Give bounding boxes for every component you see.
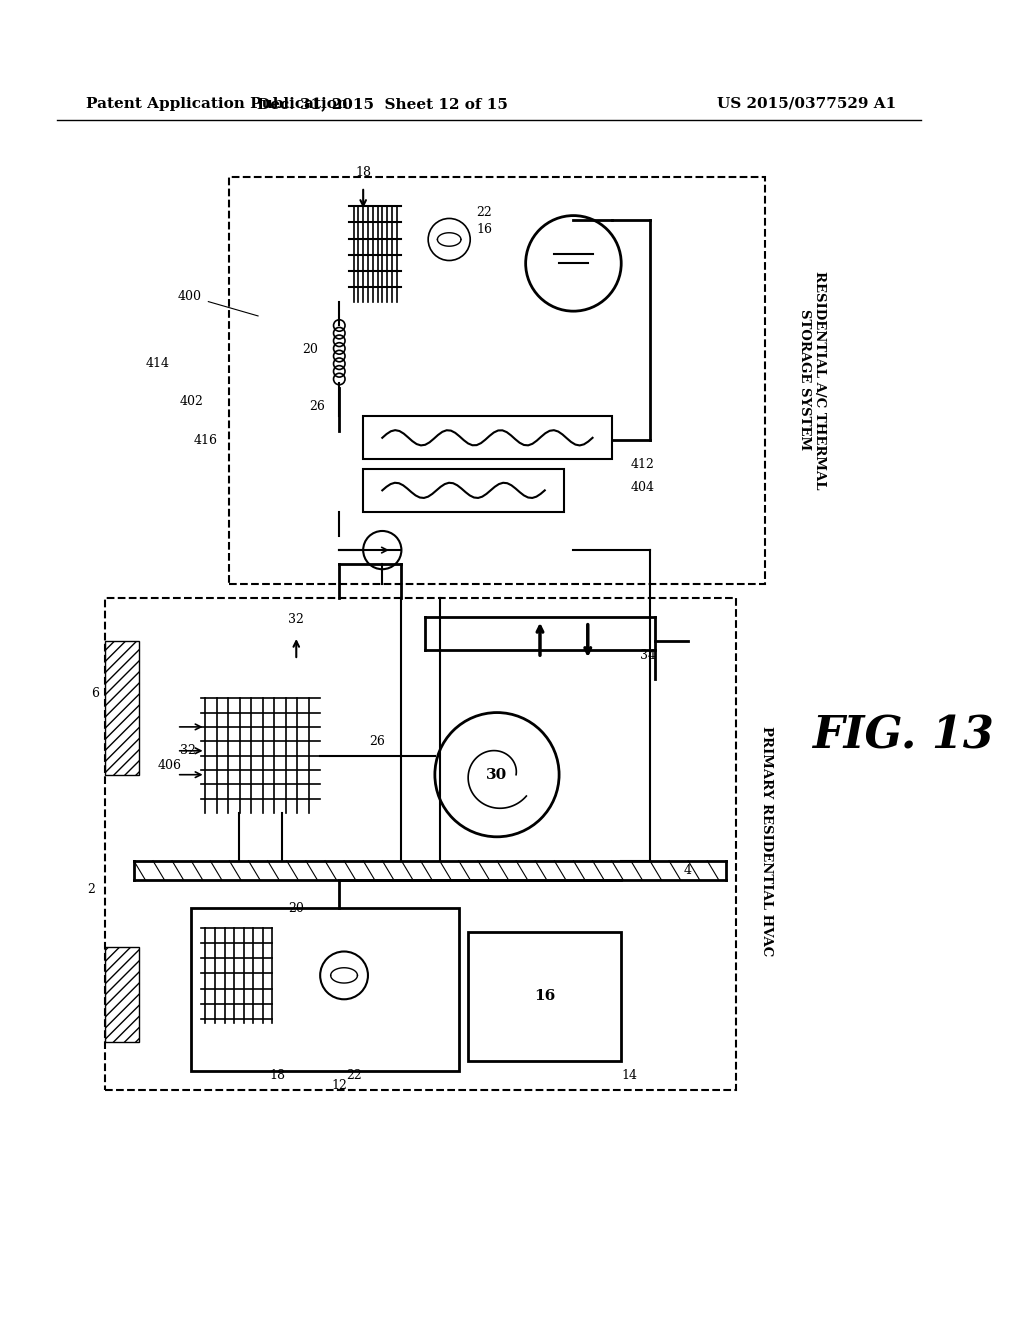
Text: 2: 2 <box>87 883 95 896</box>
Bar <box>364 469 564 512</box>
Text: 22: 22 <box>346 1069 361 1082</box>
Text: 34: 34 <box>640 648 656 661</box>
Text: 22: 22 <box>476 206 492 219</box>
Text: 412: 412 <box>631 458 654 470</box>
Text: 4: 4 <box>684 863 692 876</box>
Text: 12: 12 <box>332 1078 347 1092</box>
Text: 6: 6 <box>91 686 99 700</box>
Text: 16: 16 <box>476 223 492 236</box>
Text: 26: 26 <box>370 735 385 747</box>
Text: 18: 18 <box>355 166 371 180</box>
Text: 16: 16 <box>535 990 555 1003</box>
Bar <box>105 946 138 1043</box>
Text: 32: 32 <box>180 744 196 758</box>
Text: 18: 18 <box>269 1069 285 1082</box>
Text: Dec. 31, 2015  Sheet 12 of 15: Dec. 31, 2015 Sheet 12 of 15 <box>257 96 508 111</box>
Text: RESIDENTIAL A/C THERMAL
STORAGE SYSTEM: RESIDENTIAL A/C THERMAL STORAGE SYSTEM <box>798 271 826 490</box>
Text: Patent Application Publication: Patent Application Publication <box>86 96 348 111</box>
Text: 404: 404 <box>631 482 654 495</box>
Bar <box>468 932 622 1061</box>
Text: 20: 20 <box>289 902 304 915</box>
Bar <box>191 908 459 1071</box>
Text: 414: 414 <box>145 358 170 370</box>
Text: 416: 416 <box>194 434 217 446</box>
Text: 30: 30 <box>486 768 508 781</box>
Text: 406: 406 <box>158 759 182 772</box>
Text: 400: 400 <box>177 290 202 304</box>
Bar <box>105 642 138 775</box>
Bar <box>364 416 611 459</box>
Text: 32: 32 <box>289 614 304 627</box>
Text: 20: 20 <box>303 343 318 356</box>
Text: US 2015/0377529 A1: US 2015/0377529 A1 <box>717 96 896 111</box>
Text: 26: 26 <box>309 400 325 413</box>
Text: FIG. 13: FIG. 13 <box>812 715 994 758</box>
Text: PRIMARY RESIDENTIAL HVAC: PRIMARY RESIDENTIAL HVAC <box>760 726 773 957</box>
Text: 14: 14 <box>622 1069 637 1082</box>
Text: 402: 402 <box>179 396 203 408</box>
